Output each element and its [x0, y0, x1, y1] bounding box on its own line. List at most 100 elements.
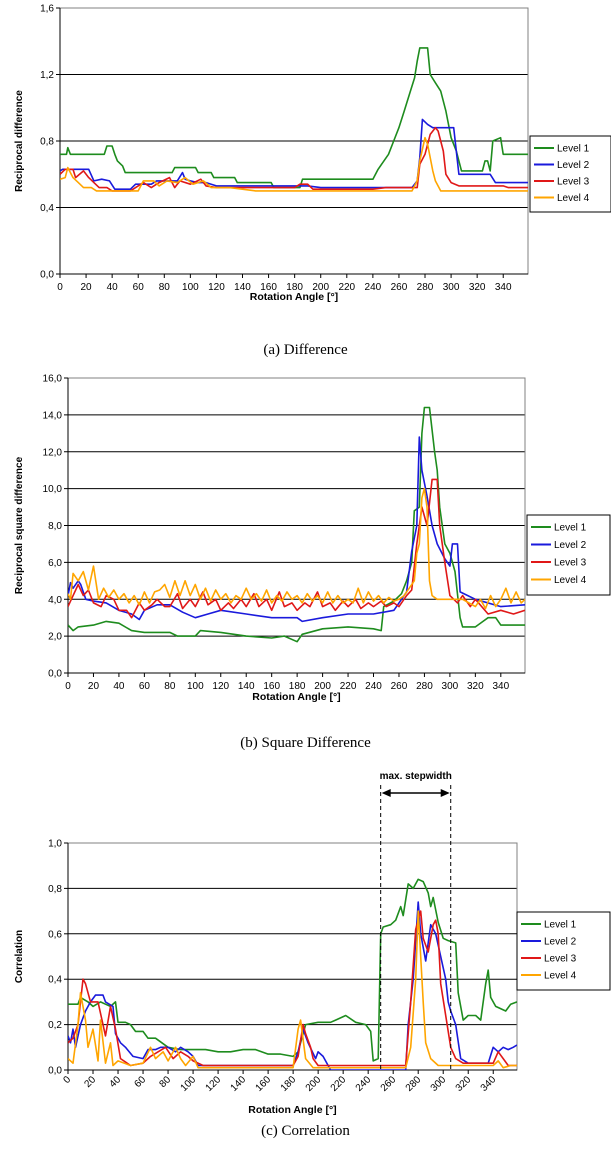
y-tick-label: 8,0 [48, 521, 62, 532]
y-tick-label: 0,6 [48, 929, 62, 940]
legend-label-level-1: Level 1 [557, 144, 590, 155]
x-tick-label: 180 [279, 1074, 299, 1094]
x-tick-label: 40 [113, 681, 125, 692]
y-tick-label: 0,8 [40, 137, 54, 148]
chart-difference: 0,0 0,4 0,8 1,2 1,6 0 20 40 60 80 100 120 140 160 180 2… [14, 4, 611, 303]
x-tick-label: 280 [416, 681, 433, 692]
x-tick-label: 180 [286, 282, 303, 293]
series-line-level-1 [68, 878, 517, 1062]
x-tick-label: 80 [164, 681, 176, 692]
legend-label-level-3: Level 3 [557, 177, 590, 188]
x-tick-label: 180 [289, 681, 306, 692]
x-tick-label: 140 [234, 282, 251, 293]
y-tick-label: 1,6 [40, 4, 54, 15]
x-tick-label: 300 [442, 681, 459, 692]
x-tick-label: 260 [391, 282, 408, 293]
legend-label-level-4: Level 4 [557, 193, 590, 204]
x-tick-label: 20 [88, 681, 100, 692]
y-axis-title: Reciprocal difference [14, 90, 25, 192]
x-tick-label: 200 [304, 1074, 324, 1094]
y-tick-label: 14,0 [43, 410, 63, 421]
x-tick-label: 120 [208, 282, 225, 293]
x-tick-label: 80 [159, 282, 171, 293]
x-tick-label: 340 [479, 1074, 499, 1094]
x-tick-label: 200 [314, 681, 331, 692]
y-tick-label: 0,0 [40, 270, 54, 281]
x-tick-label: 220 [329, 1074, 349, 1094]
x-tick-label: 100 [187, 681, 204, 692]
x-tick-label: 80 [158, 1074, 174, 1090]
x-axis-title: Rotation Angle [°] [250, 291, 338, 303]
series-line-level-3 [68, 910, 517, 1067]
annotation-arrowhead-right [440, 789, 450, 797]
series-group [60, 47, 528, 192]
y-tick-label: 0,4 [40, 203, 54, 214]
annotation-arrowhead-left [381, 789, 391, 797]
y-tick-label: 4,0 [48, 595, 62, 606]
caption-difference: (a) Difference [263, 342, 348, 358]
series-line-level-1 [68, 406, 525, 643]
caption-correlation: (c) Correlation [261, 1123, 350, 1139]
legend-label-level-2: Level 2 [557, 160, 590, 171]
x-tick-label: 20 [82, 1074, 98, 1090]
x-tick-label: 120 [204, 1074, 224, 1094]
x-axis-title: Rotation Angle [°] [252, 691, 340, 703]
series-group [68, 406, 525, 643]
series-line-level-2 [68, 436, 525, 623]
x-tick-label: 160 [260, 282, 277, 293]
series-group [68, 878, 517, 1070]
x-tick-label: 300 [443, 282, 460, 293]
y-tick-label: 6,0 [48, 558, 62, 569]
x-tick-label: 280 [417, 282, 434, 293]
x-tick-label: 200 [312, 282, 329, 293]
x-tick-label: 340 [495, 282, 512, 293]
x-tick-label: 0 [61, 1074, 73, 1086]
x-tick-label: 140 [229, 1074, 249, 1094]
x-tick-label: 160 [263, 681, 280, 692]
legend-label-level-4: Level 4 [544, 971, 577, 982]
x-axis-title: Rotation Angle [°] [248, 1104, 336, 1116]
x-tick-label: 240 [354, 1074, 374, 1094]
legend-label-level-1: Level 1 [554, 523, 587, 534]
legend-box [526, 514, 611, 596]
x-tick-label: 40 [107, 282, 119, 293]
x-tick-label: 60 [133, 282, 145, 293]
x-tick-label: 280 [404, 1074, 424, 1094]
series-line-level-3 [68, 478, 525, 619]
y-tick-label: 0,0 [48, 1066, 62, 1077]
chart-square-difference: 0,0 2,0 4,0 6,0 8,0 10,0 12,0 14,0 16,0 0 20 40 60 80… [14, 374, 611, 703]
chart-panel-difference: 0,0 0,4 0,8 1,2 1,6 0 20 40 60 80 100 120 140 160 180 2… [0, 0, 611, 370]
y-axis-title: Reciprocal square difference [14, 456, 25, 594]
x-tick-label: 140 [238, 681, 255, 692]
series-line-level-4 [68, 910, 517, 1069]
annotation-label: max. stepwidth [380, 771, 452, 782]
x-tick-label: 260 [391, 681, 408, 692]
caption-square-difference: (b) Square Difference [240, 735, 371, 751]
y-tick-label: 0,0 [48, 669, 62, 680]
x-tick-label: 240 [365, 282, 382, 293]
y-tick-label: 0,2 [48, 1020, 62, 1031]
chart-panel-correlation: 0,0 0,2 0,4 0,6 0,8 1,0 0 20 40 60 80 100 120 140 160 1… [0, 765, 611, 1151]
y-tick-label: 0,8 [48, 884, 62, 895]
x-tick-label: 300 [429, 1074, 449, 1094]
x-tick-label: 220 [340, 681, 357, 692]
series-line-level-4 [60, 136, 528, 192]
x-tick-label: 20 [81, 282, 93, 293]
x-tick-label: 320 [469, 282, 486, 293]
x-tick-label: 220 [338, 282, 355, 293]
legend-label-level-3: Level 3 [554, 558, 587, 569]
x-tick-label: 0 [65, 681, 71, 692]
x-tick-label: 260 [379, 1074, 399, 1094]
x-tick-label: 320 [454, 1074, 474, 1094]
series-line-level-1 [60, 47, 528, 189]
x-tick-label: 100 [182, 282, 199, 293]
y-tick-label: 10,0 [43, 484, 63, 495]
legend-label-level-2: Level 2 [544, 937, 577, 948]
chart-correlation: 0,0 0,2 0,4 0,6 0,8 1,0 0 20 40 60 80 100 120 140 160 1… [14, 771, 611, 1116]
x-tick-label: 340 [492, 681, 509, 692]
x-tick-label: 160 [254, 1074, 274, 1094]
y-axis-title: Correlation [14, 930, 25, 983]
series-line-level-4 [68, 487, 525, 610]
x-tick-label: 120 [212, 681, 229, 692]
x-tick-label: 320 [467, 681, 484, 692]
